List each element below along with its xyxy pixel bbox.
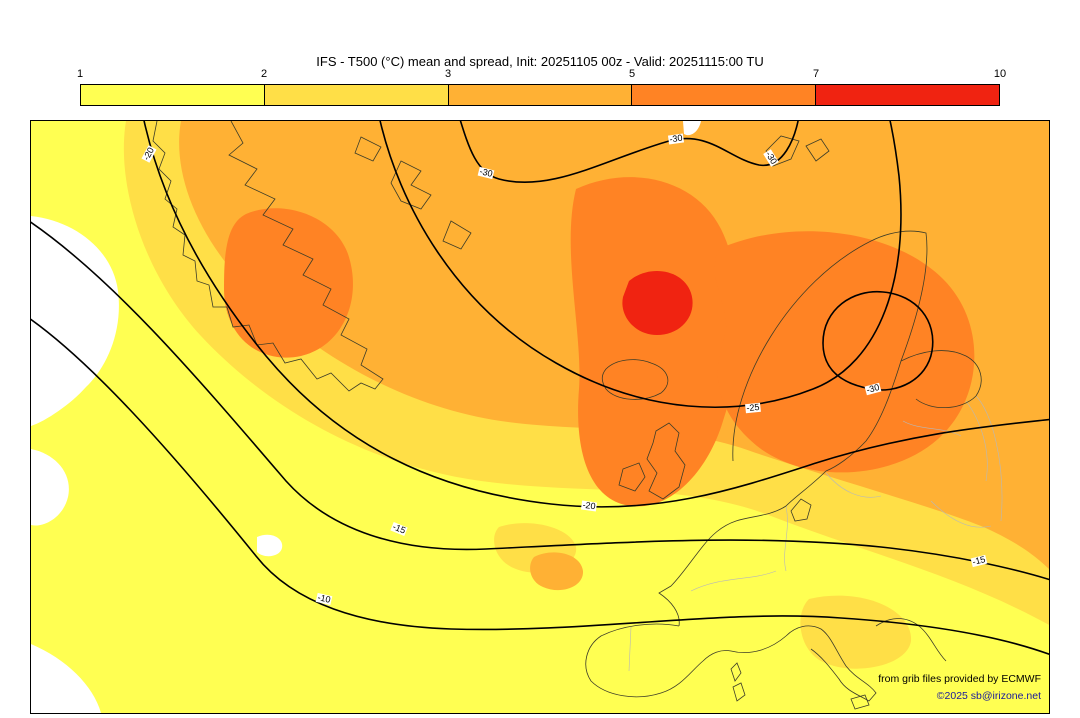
mediterranean-island-coast xyxy=(850,694,870,710)
contour-label: -25 xyxy=(745,401,761,414)
scale-segment xyxy=(264,85,449,105)
border-line xyxy=(902,420,962,437)
arctic-island-coast xyxy=(354,136,382,162)
scale-segment xyxy=(632,85,817,105)
scale-segment xyxy=(816,85,999,105)
spread-level5-region xyxy=(622,270,693,335)
chart-title: IFS - T500 (°C) mean and spread, Init: 2… xyxy=(316,54,764,69)
spread-level4-region xyxy=(224,208,353,358)
spread-level4-region xyxy=(570,177,739,507)
contour-label: -20 xyxy=(580,499,598,512)
italy-coast xyxy=(785,625,877,702)
spread-level4-region xyxy=(714,231,975,473)
white-patch xyxy=(31,449,69,526)
greenland-coast xyxy=(152,121,384,392)
border-line xyxy=(628,626,632,672)
map-panel: -20 -30 -30 -30 -25 -30 -15 -20 -10 -15 … xyxy=(30,120,1050,714)
border-line xyxy=(690,570,777,592)
credit-source: from grib files provided by ECMWF xyxy=(878,673,1041,685)
border-line xyxy=(825,472,882,498)
scale-tick: 3 xyxy=(444,68,452,80)
spread-fill-layer xyxy=(31,121,1049,713)
white-patch xyxy=(257,534,283,557)
spread-level3-region xyxy=(530,552,584,591)
white-patch xyxy=(683,121,701,136)
denmark-coast xyxy=(790,498,812,522)
border-line xyxy=(930,500,992,528)
scale-tick: 1 xyxy=(76,68,84,80)
border-line xyxy=(975,395,1003,522)
arctic-island-coast xyxy=(442,220,472,250)
scale-tick: 5 xyxy=(628,68,636,80)
contour-minus-20 xyxy=(143,121,1049,508)
contour-minus-10 xyxy=(31,318,1049,656)
weather-map xyxy=(31,121,1049,713)
iceland-coast xyxy=(601,359,669,400)
ireland-coast xyxy=(618,462,646,492)
scale-tick: 7 xyxy=(812,68,820,80)
contour-minus-30-loop xyxy=(822,290,934,391)
white-patch xyxy=(31,216,119,426)
mediterranean-island-coast xyxy=(732,682,746,702)
mediterranean-island-coast xyxy=(730,662,742,682)
color-scale-ticks: 1 2 3 5 7 10 xyxy=(76,68,1006,81)
great-britain-coast xyxy=(646,422,686,500)
color-scale-bar xyxy=(80,84,1000,106)
europe-west-coast xyxy=(658,470,827,627)
svalbard-coast xyxy=(805,138,830,162)
white-patch xyxy=(31,644,101,713)
scale-tick: 2 xyxy=(260,68,268,80)
scale-segment xyxy=(448,85,633,105)
border-line xyxy=(965,400,988,482)
scandinavia-coast xyxy=(732,230,928,472)
credit-copyright: ©2025 sb@irizone.net xyxy=(936,690,1041,702)
no-data-white-patches xyxy=(31,121,701,713)
scale-tick: 10 xyxy=(993,68,1007,80)
spread-level2-region xyxy=(800,595,912,669)
iberia-coast xyxy=(585,623,787,698)
contour-minus-15 xyxy=(31,221,1049,581)
arctic-island-coast xyxy=(390,160,432,210)
scale-segment xyxy=(81,85,265,105)
